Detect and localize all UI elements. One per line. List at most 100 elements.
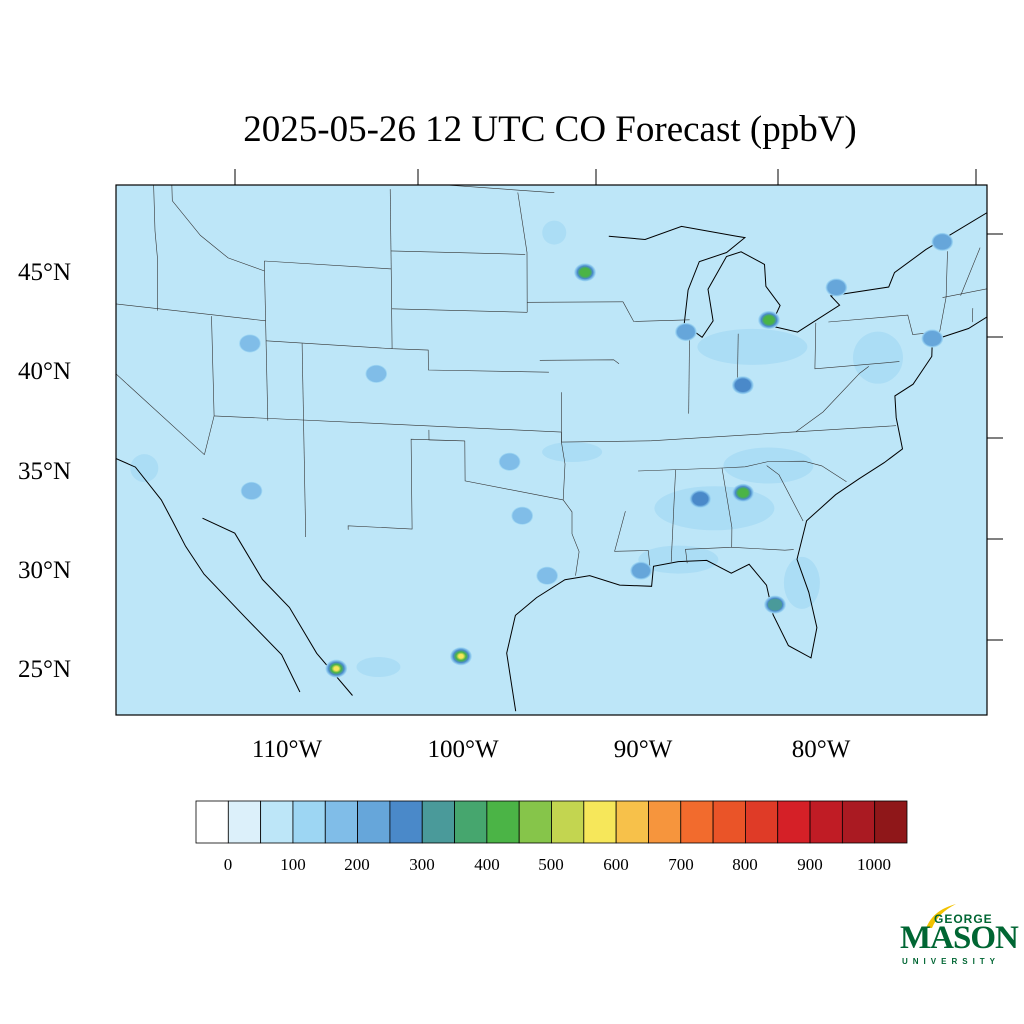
colorbar-label-100: 100	[280, 855, 306, 874]
co-plume-area	[130, 454, 159, 483]
state-border	[517, 192, 528, 313]
co-hotspot	[458, 654, 464, 659]
colorbar-swatch	[227, 800, 262, 844]
state-border	[814, 322, 900, 370]
lon-label-100w: 100°W	[427, 736, 499, 763]
co-hotspot	[579, 267, 591, 277]
colorbar-swatch	[551, 800, 585, 844]
lat-label-35: 35°N	[18, 458, 72, 485]
colorbar-label-600: 600	[603, 855, 629, 874]
co-hotspot	[41, 219, 63, 237]
lon-label-90w: 90°W	[613, 736, 673, 763]
state-border	[390, 250, 526, 255]
colorbar-swatch	[421, 800, 455, 844]
co-plume-area	[852, 331, 903, 384]
state-border	[988, 241, 998, 282]
colorbar-swatch	[486, 800, 520, 844]
co-hotspot	[632, 563, 651, 579]
lon-label-110w: 110°W	[251, 736, 323, 763]
state-border	[939, 251, 948, 332]
colorbar-label-900: 900	[797, 855, 823, 874]
co-hotspot	[763, 315, 775, 325]
co-hotspot	[506, 166, 526, 183]
state-border	[539, 359, 620, 364]
co-hotspot	[47, 178, 69, 196]
co-hotspot	[507, 167, 525, 182]
gulf-of-california-coastline	[202, 517, 353, 696]
co-hotspot	[734, 378, 751, 392]
colorbar-swatch	[809, 800, 843, 844]
co-concentration-layer	[130, 220, 903, 677]
state-border	[766, 465, 804, 522]
state-border	[347, 429, 465, 530]
co-hotspot	[933, 234, 952, 250]
state-border	[214, 415, 562, 433]
co-hotspot	[692, 492, 709, 506]
colorbar-swatch	[583, 800, 617, 844]
state-border	[688, 335, 690, 414]
lat-label-45: 45°N	[18, 259, 72, 286]
colorbar-swatch	[389, 800, 423, 844]
state-border	[622, 301, 690, 322]
co-plume-area	[356, 657, 401, 677]
co-hotspot	[676, 324, 695, 340]
state-border	[614, 511, 651, 567]
colorbar-label-700: 700	[668, 855, 694, 874]
state-border	[670, 469, 676, 562]
gmu-logo: GEORGE MASON UNIVERSITY	[898, 900, 1019, 970]
co-plume-area	[783, 556, 820, 609]
colorbar-swatch	[615, 800, 649, 844]
state-border	[389, 189, 392, 269]
state-border	[116, 373, 205, 455]
state-border	[442, 185, 555, 193]
colorbar-swatch	[195, 800, 229, 844]
state-borders-layer	[116, 185, 998, 576]
co-hotspot	[737, 488, 749, 498]
colorbar-label-800: 800	[732, 855, 758, 874]
lat-label-25: 25°N	[18, 656, 72, 683]
colorbar-swatch	[712, 800, 746, 844]
state-border	[527, 301, 624, 303]
colorbar-swatch	[292, 800, 326, 844]
co-hotspot	[240, 335, 260, 352]
great-lakes-st-lawrence	[608, 212, 987, 339]
map-frame	[115, 184, 988, 716]
colorbar-label-400: 400	[474, 855, 500, 874]
state-border	[942, 288, 987, 298]
state-border	[116, 303, 266, 322]
state-border	[731, 547, 794, 551]
colorbar-label-200: 200	[344, 855, 370, 874]
state-border	[464, 440, 580, 576]
co-hotspot	[537, 567, 558, 584]
hotspot-layer	[41, 166, 954, 678]
state-border	[266, 340, 549, 373]
colorbar-swatch	[260, 800, 294, 844]
state-border	[391, 308, 528, 313]
state-border	[561, 392, 651, 443]
state-border	[650, 425, 897, 442]
colorbar-label-500: 500	[538, 855, 564, 874]
co-hotspot	[505, 166, 527, 184]
co-hotspot	[767, 598, 783, 611]
state-border	[153, 185, 159, 311]
co-hotspot	[333, 666, 340, 671]
logo-swoosh-icon	[926, 904, 956, 928]
colorbar-swatch	[324, 800, 358, 844]
lat-label-40: 40°N	[18, 358, 72, 385]
atlantic-gulf-coastline	[506, 316, 987, 712]
state-border	[737, 333, 739, 386]
co-hotspot	[241, 482, 262, 500]
logo-mason-text: MASON	[900, 920, 1019, 956]
co-hotspot	[499, 453, 520, 470]
co-hotspot	[48, 179, 68, 196]
co-plume-area	[638, 545, 719, 574]
state-border	[972, 308, 974, 323]
state-border	[301, 343, 306, 538]
co-plume-area	[654, 486, 775, 531]
colorbar-swatch	[874, 800, 908, 844]
colorbar-label-300: 300	[409, 855, 435, 874]
map-title: 2025-05-26 12 UTC CO Forecast (ppbV)	[243, 109, 857, 150]
colorbar-swatch	[648, 800, 682, 844]
co-plume-area	[542, 220, 567, 245]
